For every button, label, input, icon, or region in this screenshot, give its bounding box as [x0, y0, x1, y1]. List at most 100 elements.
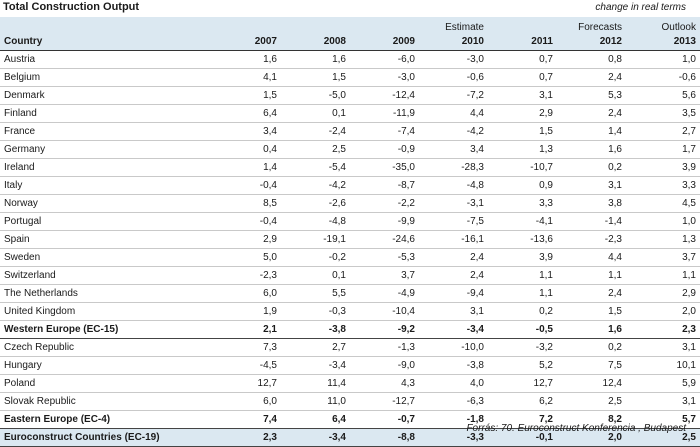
value-cell: 3,7 [350, 266, 419, 285]
value-cell: -7,4 [350, 122, 419, 141]
value-cell: -6,0 [350, 50, 419, 69]
column-group-label: Outlook [626, 17, 700, 33]
value-cell: -9,9 [350, 212, 419, 231]
value-cell: -12,7 [350, 392, 419, 411]
value-cell: 7,3 [212, 338, 281, 357]
column-group-label [281, 17, 350, 33]
value-cell: -10,7 [488, 158, 557, 177]
value-cell: 5,7 [626, 410, 700, 429]
table-row: Finland 6,4 0,1 -11,9 4,4 2,9 2,4 3,5 [0, 104, 700, 123]
value-cell: 3,1 [626, 338, 700, 357]
value-cell: -2,2 [350, 194, 419, 213]
value-cell: 4,0 [419, 374, 488, 393]
table-row: Spain 2,9 -19,1 -24,6 -16,1 -13,6 -2,3 1,3 [0, 230, 700, 249]
table-row: Hungary -4,5 -3,4 -9,0 -3,8 5,2 7,5 10,1 [0, 356, 700, 375]
table-row: France 3,4 -2,4 -7,4 -4,2 1,5 1,4 2,7 [0, 122, 700, 141]
value-cell: 4,3 [350, 374, 419, 393]
value-cell: 5,5 [281, 284, 350, 303]
country-cell: Germany [0, 140, 212, 159]
column-header-year: 2011 [488, 33, 557, 51]
value-cell: 2,1 [212, 320, 281, 339]
country-cell: Euroconstruct Countries (EC-19) [0, 428, 212, 447]
value-cell: -3,4 [281, 356, 350, 375]
value-cell: 5,9 [626, 374, 700, 393]
value-cell: -1,3 [350, 338, 419, 357]
value-cell: -2,4 [281, 122, 350, 141]
value-cell: 12,7 [212, 374, 281, 393]
value-cell: 1,7 [626, 140, 700, 159]
value-cell: 6,0 [212, 284, 281, 303]
table-row: Denmark 1,5 -5,0 -12,4 -7,2 3,1 5,3 5,6 [0, 86, 700, 105]
value-cell: 6,2 [488, 392, 557, 411]
value-cell: -13,6 [488, 230, 557, 249]
value-cell: 2,5 [281, 140, 350, 159]
value-cell: -0,9 [350, 140, 419, 159]
country-cell: Poland [0, 374, 212, 393]
value-cell: 7,5 [557, 356, 626, 375]
value-cell: 4,4 [419, 104, 488, 123]
value-cell: 1,3 [488, 140, 557, 159]
column-group-label: Forecasts [557, 17, 626, 33]
value-cell: 0,2 [557, 338, 626, 357]
value-cell: 2,7 [281, 338, 350, 357]
value-cell: 11,4 [281, 374, 350, 393]
table-row: Switzerland -2,3 0,1 3,7 2,4 1,1 1,1 1,1 [0, 266, 700, 285]
value-cell: 6,4 [281, 410, 350, 429]
country-cell: France [0, 122, 212, 141]
country-cell: Hungary [0, 356, 212, 375]
country-cell: Portugal [0, 212, 212, 231]
value-cell: 4,4 [557, 248, 626, 267]
value-cell: -0,6 [626, 68, 700, 87]
value-cell: 0,2 [557, 158, 626, 177]
construction-output-table-wrap: Estimate Forecasts Outlook Country 2007 2008… [0, 17, 700, 447]
value-cell: 3,3 [626, 176, 700, 195]
value-cell: 2,9 [212, 230, 281, 249]
value-cell: -5,3 [350, 248, 419, 267]
value-cell: 5,0 [212, 248, 281, 267]
source-note: Forrás: 70. Euroconstruct Konferencia , … [466, 423, 686, 434]
value-cell: -7,5 [419, 212, 488, 231]
value-cell: 1,6 [557, 140, 626, 159]
country-cell: Austria [0, 50, 212, 69]
value-cell: 2,7 [626, 122, 700, 141]
value-cell: -4,2 [281, 176, 350, 195]
value-cell: 1,5 [281, 68, 350, 87]
value-cell: -10,0 [419, 338, 488, 357]
construction-output-table: Estimate Forecasts Outlook Country 2007 2008… [0, 17, 700, 447]
value-cell: 1,6 [281, 50, 350, 69]
value-cell: -4,8 [281, 212, 350, 231]
value-cell: 4,1 [212, 68, 281, 87]
value-cell: -12,4 [350, 86, 419, 105]
column-group-label [488, 17, 557, 33]
value-cell: 2,0 [626, 302, 700, 321]
value-cell: -0,7 [350, 410, 419, 429]
country-cell: United Kingdom [0, 302, 212, 321]
value-cell: -19,1 [281, 230, 350, 249]
value-cell: 3,9 [626, 158, 700, 177]
value-cell: -4,9 [350, 284, 419, 303]
country-cell: Slovak Republic [0, 392, 212, 411]
column-header-year: 2013 [626, 33, 700, 51]
value-cell: 7,4 [212, 410, 281, 429]
value-cell: -0,5 [488, 320, 557, 339]
value-cell: 1,4 [212, 158, 281, 177]
value-cell: -4,1 [488, 212, 557, 231]
value-cell: 2,9 [626, 284, 700, 303]
value-cell: 1,1 [626, 266, 700, 285]
country-cell: Switzerland [0, 266, 212, 285]
value-cell: 3,7 [626, 248, 700, 267]
value-cell: -24,6 [350, 230, 419, 249]
value-cell: -28,3 [419, 158, 488, 177]
units-note: change in real terms [595, 2, 686, 13]
value-cell: -0,2 [281, 248, 350, 267]
value-cell: -4,8 [419, 176, 488, 195]
value-cell: 0,8 [557, 50, 626, 69]
value-cell: 3,3 [488, 194, 557, 213]
value-cell: -0,4 [212, 176, 281, 195]
country-cell: Western Europe (EC-15) [0, 320, 212, 339]
value-cell: 2,4 [557, 68, 626, 87]
value-cell: 12,4 [557, 374, 626, 393]
value-cell: 0,7 [488, 68, 557, 87]
value-cell: 1,0 [626, 212, 700, 231]
value-cell: -0,6 [419, 68, 488, 87]
